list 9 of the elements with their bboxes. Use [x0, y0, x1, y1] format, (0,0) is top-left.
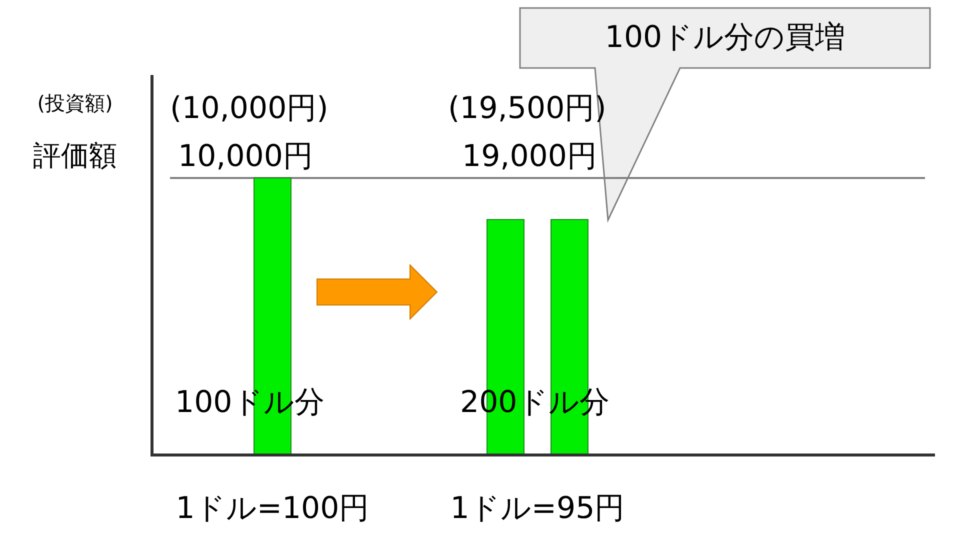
- x-tick-label: 1ドル=95円: [450, 491, 625, 526]
- x-tick-label: 1ドル=100円: [176, 491, 370, 526]
- text: (投資額): [37, 91, 113, 115]
- text: 評価額: [33, 139, 117, 172]
- text: 10,000円: [178, 139, 313, 174]
- text: 100ドル分の買増: [604, 20, 846, 55]
- text: 19,000円: [462, 139, 597, 174]
- text: (10,000円): [170, 91, 328, 126]
- text: (19,500円): [448, 91, 606, 126]
